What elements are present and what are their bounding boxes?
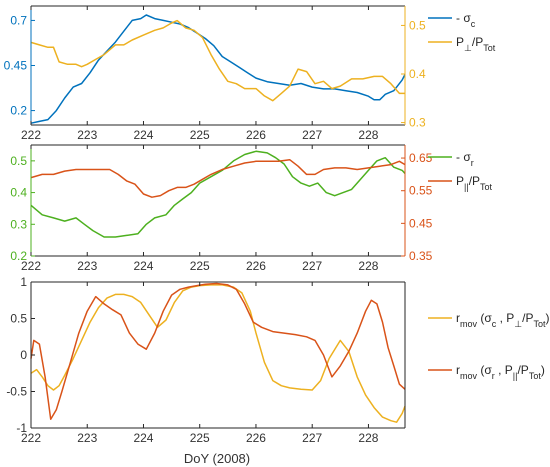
x-tick-label: 222: [21, 431, 41, 445]
chart-panel-2: 222 223 224 225 226 227 228 0.2 0.3 0.4 0.5 0.35 0.4…: [10, 144, 493, 273]
x-tick-label: 226: [246, 431, 266, 445]
y-tick-label: -0.5: [6, 385, 27, 399]
x-tick-label: 222: [21, 259, 41, 273]
y-tick-label: 0: [20, 348, 27, 362]
right-y-tick-label: 0.3: [409, 116, 426, 130]
legend-label: - σr: [456, 150, 474, 168]
legend-label: rmov (σc , P⊥/PTot): [456, 311, 549, 329]
chart-panel-3: 222 223 224 225 226 227 228 -1 -0.5 0 0.5 1 rmov (σc…: [6, 275, 549, 445]
y-tick-label: -1: [16, 421, 27, 435]
legend-item-1-2: P⊥/PTot: [428, 35, 496, 53]
y-tick-label: 0.3: [10, 217, 27, 231]
legend-label: P⊥/PTot: [456, 35, 496, 53]
legend-label: - σc: [456, 11, 476, 29]
y-tick-label: 0.2: [10, 249, 27, 263]
series-line-1-2: [30, 19, 405, 102]
x-tick-label: 223: [77, 259, 97, 273]
x-tick-label: 224: [133, 259, 153, 273]
legend-item-3-1: rmov (σc , P⊥/PTot): [428, 311, 549, 329]
y-tick-label: 0.45: [4, 59, 28, 73]
x-tick-label: 226: [246, 128, 266, 142]
series-line-2-2: [30, 158, 406, 198]
x-tick-label: 224: [133, 128, 153, 142]
series-line-3-2: [30, 282, 406, 420]
x-tick-label: 224: [133, 431, 153, 445]
y-tick-label: 0.2: [10, 104, 27, 118]
chart-panel-1: 222 223 224 225 226 227 228 0.2 0.45 0.7 0.3 0.4 0.5…: [4, 5, 496, 142]
right-y-tick-label: 0.5: [409, 18, 426, 32]
legend-item-2-1: - σr: [428, 150, 474, 168]
x-tick-label: 225: [190, 259, 210, 273]
x-tick-label: 226: [246, 259, 266, 273]
right-y-tick-label: 0.4: [409, 67, 426, 81]
x-tick-label: 228: [358, 259, 378, 273]
series-line-1-1: [30, 14, 406, 124]
y-tick-label: 0.4: [10, 186, 27, 200]
x-tick-label: 223: [77, 431, 97, 445]
x-tick-label: 225: [190, 431, 210, 445]
series-line-3-1: [30, 284, 406, 423]
right-y-tick-label: 0.55: [409, 184, 433, 198]
series-line-2-1: [30, 150, 406, 238]
x-tick-label: 227: [302, 128, 322, 142]
legend-label: P||/PTot: [456, 174, 493, 192]
y-tick-label: 1: [20, 275, 27, 289]
x-tick-label: 228: [358, 431, 378, 445]
x-tick-label: 227: [302, 431, 322, 445]
x-tick-label: 227: [302, 259, 322, 273]
x-tick-label: 228: [358, 128, 378, 142]
legend-label: rmov (σr , P||/PTot): [456, 363, 545, 381]
legend-item-1-1: - σc: [428, 11, 476, 29]
legend-item-3-2: rmov (σr , P||/PTot): [428, 363, 545, 381]
right-y-tick-label: 0.45: [409, 216, 433, 230]
x-tick-label: 223: [77, 128, 97, 142]
right-y-tick-label: 0.65: [409, 151, 433, 165]
y-tick-label: 0.7: [10, 13, 27, 27]
y-tick-label: 0.5: [10, 312, 27, 326]
x-axis-label: DoY (2008): [184, 451, 250, 466]
legend-item-2-2: P||/PTot: [428, 174, 493, 192]
y-tick-label: 0.5: [10, 154, 27, 168]
x-tick-label: 222: [21, 128, 41, 142]
right-y-tick-label: 0.35: [409, 249, 433, 263]
x-tick-label: 225: [190, 128, 210, 142]
